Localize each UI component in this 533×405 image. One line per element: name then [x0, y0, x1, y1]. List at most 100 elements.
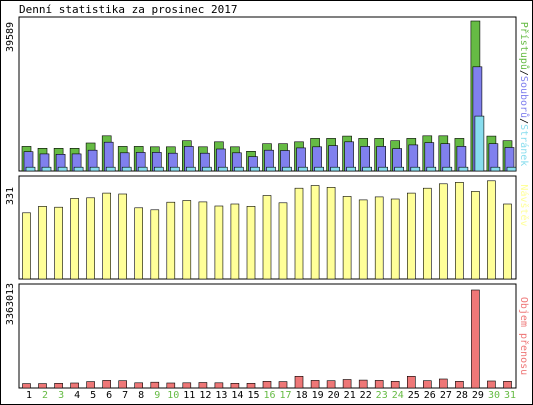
- bar-pages-day-13: [218, 166, 228, 172]
- bar-visits-day-23: [374, 196, 384, 280]
- bar-transfer-day-18: [294, 375, 304, 389]
- bar-visits-day-11: [182, 200, 192, 280]
- bar-transfer-day-26: [422, 380, 432, 389]
- bar-transfer-day-11: [182, 382, 192, 389]
- bar-transfer-day-22: [358, 379, 368, 389]
- day-label-15: 15: [247, 390, 259, 401]
- bar-visits-day-3: [54, 206, 63, 280]
- bar-pages-day-17: [282, 166, 292, 172]
- bar-visits-day-19: [310, 185, 320, 280]
- bar-visits-day-4: [70, 198, 79, 280]
- bar-visits-day-21: [342, 196, 352, 280]
- bar-visits-day-5: [86, 197, 95, 280]
- bar-files-day-6: [103, 141, 114, 172]
- bar-visits-day-12: [198, 201, 208, 280]
- bar-visits-day-27: [438, 183, 448, 280]
- legend-item-1: Souborů: [518, 76, 530, 118]
- bar-visits-day-28: [455, 182, 464, 280]
- day-label-25: 25: [408, 390, 420, 401]
- bar-visits-day-25: [406, 192, 416, 280]
- day-label-18: 18: [296, 390, 308, 401]
- day-label-23: 23: [376, 390, 388, 401]
- day-label-2: 2: [42, 390, 48, 401]
- day-label-10: 10: [167, 390, 179, 401]
- bar-visits-day-22: [358, 199, 368, 280]
- day-label-7: 7: [122, 390, 128, 401]
- bar-visits-day-10: [166, 201, 176, 280]
- bar-pages-day-18: [298, 166, 308, 172]
- day-label-22: 22: [360, 390, 372, 401]
- bar-visits-day-14: [230, 203, 240, 280]
- bar-pages-day-15: [250, 166, 260, 172]
- bar-visits-day-9: [150, 209, 160, 280]
- bar-transfer-day-5: [86, 381, 95, 389]
- bar-transfer-day-2: [38, 383, 47, 389]
- bar-pages-day-10: [170, 166, 180, 172]
- day-label-3: 3: [58, 390, 64, 401]
- bar-visits-day-20: [326, 187, 336, 280]
- bar-pages-day-31: [506, 166, 517, 172]
- bar-pages-day-9: [154, 166, 164, 172]
- bar-pages-day-29: [474, 115, 485, 172]
- bar-transfer-day-8: [134, 382, 143, 389]
- ymax-label-transfer: 3363013: [5, 283, 16, 325]
- day-label-1: 1: [26, 390, 32, 401]
- bar-transfer-day-23: [374, 380, 384, 389]
- bar-pages-day-12: [202, 166, 212, 172]
- bar-transfer-day-13: [214, 382, 224, 389]
- bar-visits-day-2: [38, 206, 47, 280]
- bar-transfer-day-4: [70, 382, 79, 389]
- bar-transfer-day-27: [438, 378, 448, 389]
- bar-pages-day-11: [186, 166, 196, 172]
- day-label-11: 11: [183, 390, 195, 401]
- bar-pages-day-23: [378, 166, 389, 172]
- day-label-9: 9: [154, 390, 160, 401]
- bar-transfer-day-17: [278, 381, 288, 389]
- bar-visits-day-15: [246, 206, 256, 280]
- bar-pages-day-26: [426, 166, 437, 172]
- bar-pages-day-28: [458, 166, 469, 172]
- bar-pages-day-25: [410, 166, 421, 172]
- day-label-27: 27: [440, 390, 452, 401]
- bar-transfer-day-16: [262, 380, 272, 389]
- bar-pages-day-6: [105, 166, 116, 172]
- day-label-29: 29: [472, 390, 484, 401]
- legend-visits: Návštěv: [518, 184, 530, 226]
- bar-transfer-day-9: [150, 381, 160, 389]
- day-label-20: 20: [328, 390, 340, 401]
- legend-item-0: Přístupů: [518, 22, 530, 70]
- bar-pages-day-14: [234, 166, 244, 172]
- legend-transfer: Objem přenosu: [518, 297, 530, 375]
- bar-visits-day-1: [22, 212, 31, 280]
- bar-transfer-day-30: [487, 380, 496, 389]
- bar-transfer-day-1: [22, 383, 31, 389]
- day-label-31: 31: [504, 390, 516, 401]
- bar-pages-day-4: [73, 166, 84, 172]
- panel-border-transfer: [18, 283, 517, 389]
- bar-pages-day-8: [137, 166, 148, 172]
- bar-pages-day-3: [57, 166, 68, 172]
- bar-transfer-day-14: [230, 382, 240, 389]
- day-label-17: 17: [279, 390, 291, 401]
- bar-visits-day-24: [390, 198, 400, 280]
- bar-transfer-day-3: [54, 382, 63, 389]
- bar-visits-day-6: [102, 192, 111, 280]
- day-label-13: 13: [215, 390, 227, 401]
- ymax-label-visits: 331: [5, 187, 16, 205]
- day-label-30: 30: [488, 390, 500, 401]
- bar-transfer-day-19: [310, 380, 320, 389]
- bar-transfer-day-31: [503, 380, 512, 389]
- bar-visits-day-26: [422, 187, 432, 280]
- legend-item-2: Stránek: [518, 124, 530, 166]
- ymax-label-requests: 39589: [5, 22, 16, 52]
- bar-transfer-day-21: [342, 379, 352, 389]
- bar-files-day-26: [424, 142, 435, 172]
- bar-transfer-day-29: [471, 289, 480, 389]
- day-label-8: 8: [138, 390, 144, 401]
- legend-requests: Přístupů/Souborů/Stránek: [518, 22, 530, 167]
- bar-pages-day-27: [442, 166, 453, 172]
- bar-visits-day-29: [471, 191, 480, 280]
- bar-transfer-day-7: [118, 380, 127, 389]
